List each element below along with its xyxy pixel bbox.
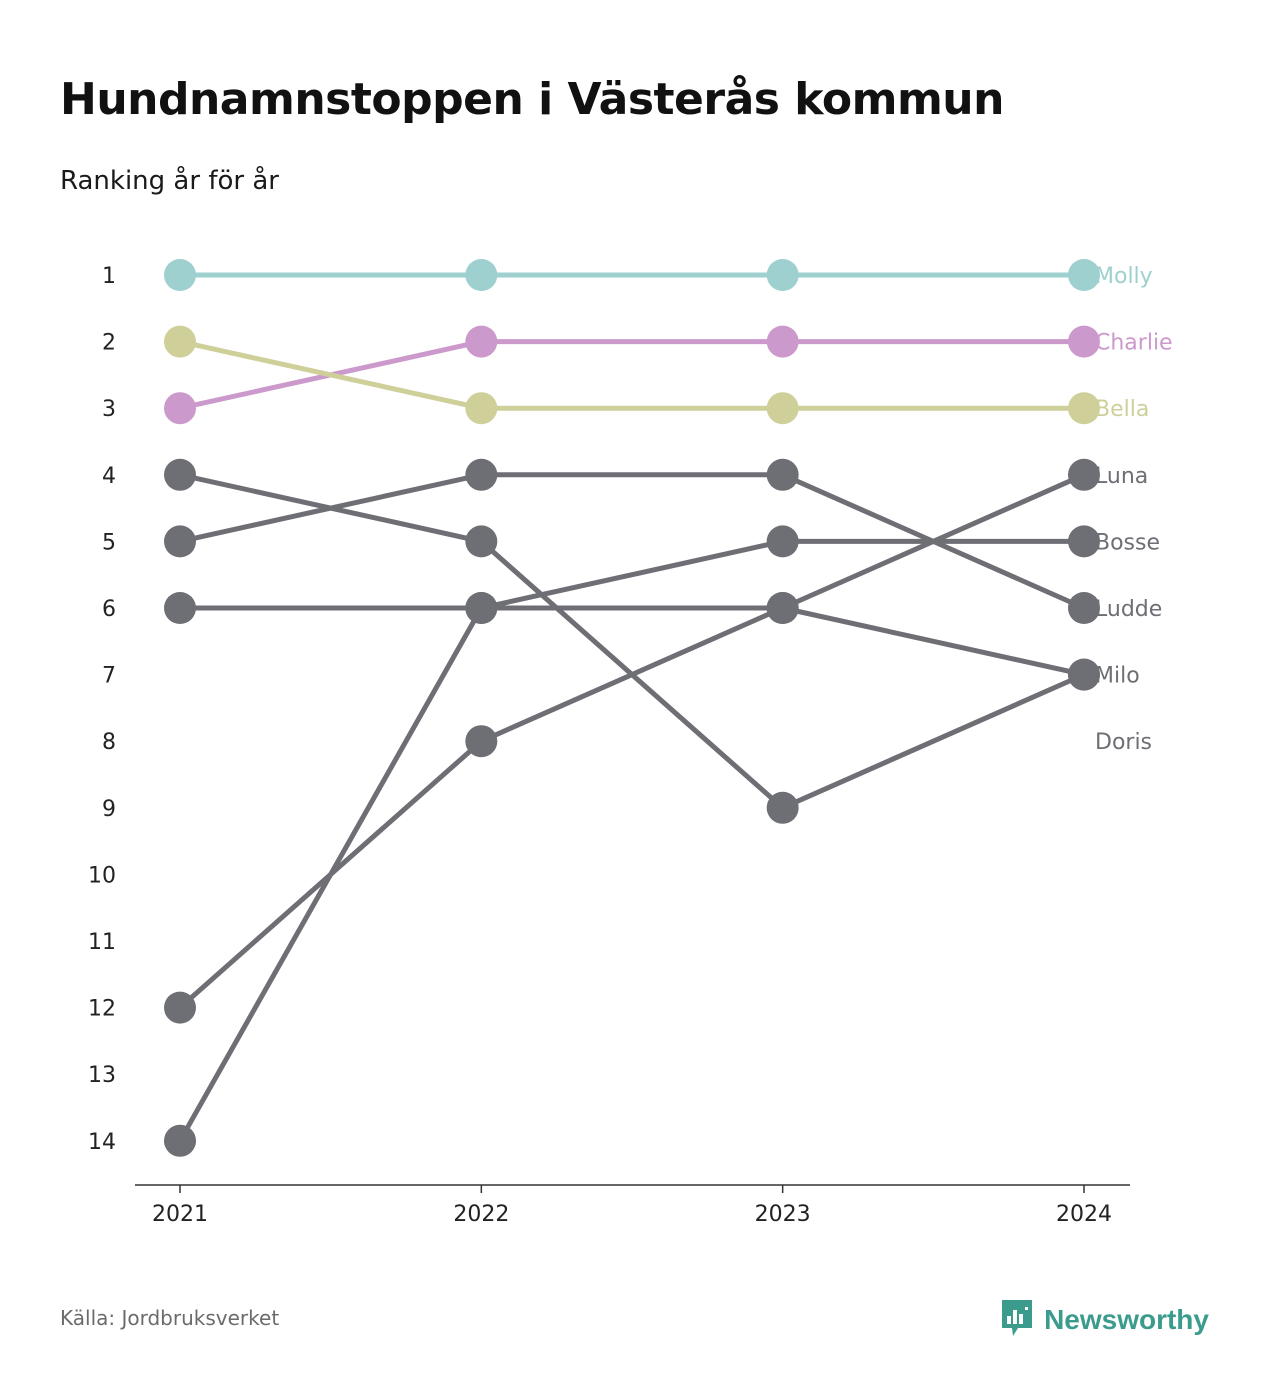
y-tick-label: 13 <box>88 1063 116 1088</box>
series-label-doris: Doris <box>1095 730 1152 755</box>
point-molly-2023 <box>766 259 799 291</box>
series-label-luna: Luna <box>1095 464 1148 489</box>
y-tick-label: 6 <box>102 597 116 622</box>
series-label-molly: Molly <box>1095 264 1153 289</box>
point-luna-2021 <box>164 1124 196 1157</box>
point-charlie-2024 <box>1067 325 1100 358</box>
point-bosse-2023 <box>766 525 799 558</box>
y-tick-label: 11 <box>88 930 116 955</box>
series-label-milo: Milo <box>1095 664 1140 689</box>
series-line-charlie <box>177 339 1087 411</box>
series-points <box>164 259 1100 1157</box>
y-tick-label: 2 <box>102 331 116 356</box>
series-line-doris <box>177 472 1087 811</box>
point-bosse-2024 <box>1067 525 1100 558</box>
series-label-ludde: Ludde <box>1095 597 1162 622</box>
point-doris-2023 <box>766 791 799 824</box>
series-label-bella: Bella <box>1095 397 1149 422</box>
y-tick-label: 5 <box>102 530 116 555</box>
point-molly-2024 <box>1067 259 1100 291</box>
y-tick-label: 9 <box>102 797 116 822</box>
y-tick-label: 4 <box>102 464 116 489</box>
point-doris-2021 <box>164 458 196 491</box>
chart-title: Hundnamnstoppen i Västerås kommun <box>60 74 1004 125</box>
point-bella-2023 <box>766 392 799 425</box>
y-tick-label: 1 <box>102 264 116 289</box>
y-tick-label: 8 <box>102 730 116 755</box>
point-ludde-2021 <box>164 525 196 558</box>
point-charlie-2021 <box>164 392 196 425</box>
x-tick-label: 2022 <box>453 1202 509 1227</box>
point-ludde-2024 <box>1067 592 1100 624</box>
y-tick-label: 7 <box>102 664 116 689</box>
series-labels: Molly Charlie Bella Luna Bosse Ludde Milo Doris <box>1095 264 1173 755</box>
point-milo-2021 <box>164 991 196 1024</box>
x-tick-label: 2023 <box>755 1202 811 1227</box>
point-bella-2024 <box>1067 392 1100 425</box>
point-molly-2021 <box>164 259 196 291</box>
point-molly-2022 <box>465 259 498 291</box>
y-tick-label: 3 <box>102 397 116 422</box>
point-milo-2022 <box>465 725 498 758</box>
point-doris-2022 <box>465 525 498 558</box>
brand-name: Newsworthy <box>1044 1304 1209 1335</box>
brand-logo: Newsworthy <box>1000 1298 1209 1342</box>
point-luna-2024 <box>1067 458 1100 491</box>
point-doris-2024 <box>1067 658 1100 691</box>
chart-subtitle: Ranking år för år <box>60 166 279 196</box>
series-label-bosse: Bosse <box>1095 530 1160 555</box>
point-charlie-2023 <box>766 325 799 358</box>
x-axis: 2021 2022 2023 2024 <box>135 1184 1130 1227</box>
series-label-charlie: Charlie <box>1095 331 1173 356</box>
point-bella-2022 <box>465 392 498 425</box>
point-charlie-2022 <box>465 325 498 358</box>
point-milo-2023 <box>766 592 799 624</box>
x-tick-label: 2024 <box>1056 1202 1112 1227</box>
point-bella-2021 <box>164 325 196 358</box>
y-tick-label: 14 <box>88 1130 116 1155</box>
newsworthy-logo-icon <box>1000 1298 1034 1342</box>
point-ludde-2023 <box>766 458 799 491</box>
series-lines <box>177 272 1087 1144</box>
point-bosse-2022 <box>465 592 498 624</box>
y-tick-label: 12 <box>88 997 116 1022</box>
y-tick-label: 10 <box>88 863 116 888</box>
series-line-milo <box>177 605 1087 1011</box>
series-line-bella <box>177 339 1087 411</box>
series-line-bosse <box>177 538 1087 611</box>
x-tick-label: 2021 <box>152 1202 208 1227</box>
point-ludde-2022 <box>465 458 498 491</box>
point-bosse-2021 <box>164 592 196 624</box>
source-note: Källa: Jordbruksverket <box>60 1306 280 1330</box>
